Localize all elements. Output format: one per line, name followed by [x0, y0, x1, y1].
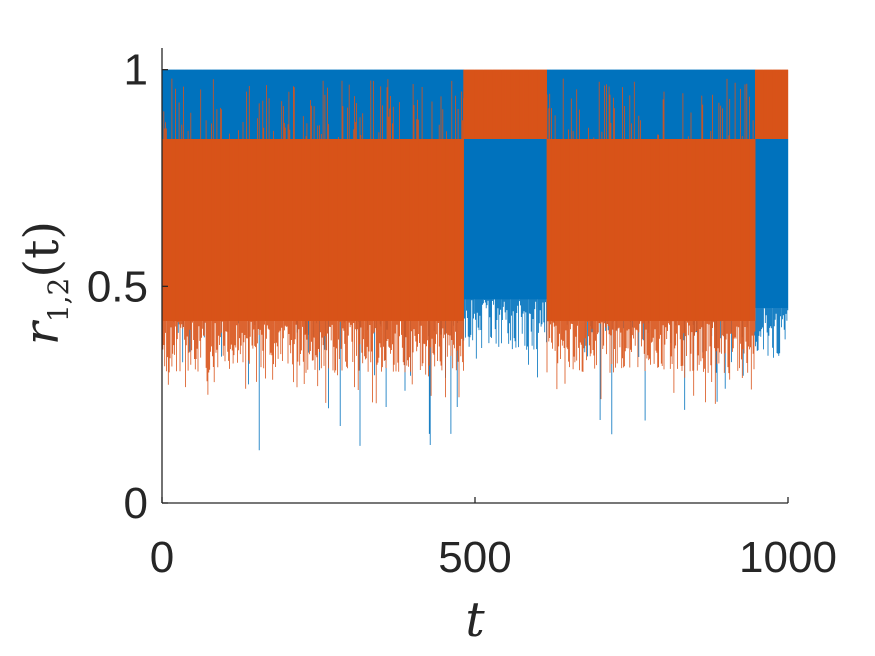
x-tick-label-0: 0 — [150, 533, 174, 582]
series-2 — [161, 69, 789, 404]
ticks: 0 500 1000 0 0.5 1 — [87, 46, 837, 582]
series-1 — [161, 69, 789, 451]
y-axis-label: r1,2(t) — [14, 221, 75, 345]
y-tick-label-0: 0 — [124, 479, 148, 528]
y-label-subscript: 1,2 — [42, 278, 75, 323]
plot-area — [161, 69, 789, 451]
svg-text:r1,2(t): r1,2(t) — [14, 221, 75, 345]
y-label-main: r — [14, 319, 70, 345]
series-2-noise-2 — [463, 69, 547, 139]
x-tick-label-1: 500 — [438, 533, 511, 582]
x-axis-label: t — [465, 592, 485, 648]
y-tick-label-1: 0.5 — [87, 262, 148, 311]
y-tick-label-2: 1 — [124, 46, 148, 95]
series-2-noise-3 — [546, 78, 756, 404]
x-tick-label-2: 1000 — [739, 533, 837, 582]
series-2-noise-4 — [755, 69, 789, 139]
y-label-argument: (t) — [14, 221, 70, 278]
